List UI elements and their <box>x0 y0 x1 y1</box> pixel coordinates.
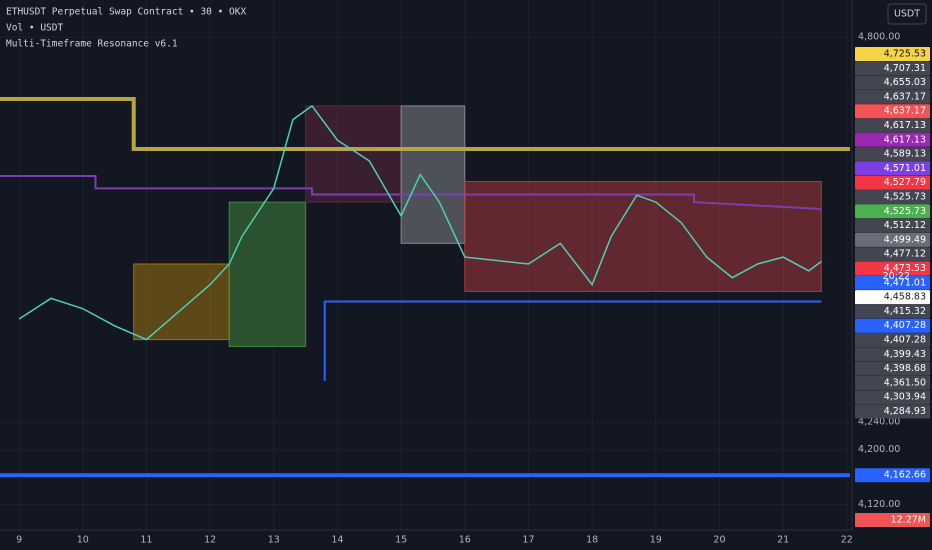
price-badge <box>855 468 930 483</box>
price-badge-label: 4,473.53 <box>884 263 926 274</box>
price-line <box>18 104 822 341</box>
price-badge <box>855 390 930 405</box>
price-badge-label: 4,361.50 <box>884 377 926 388</box>
zone <box>228 201 307 347</box>
price-badge <box>855 161 930 176</box>
level-line <box>323 300 822 381</box>
price-badge-label: 4,458.83 <box>884 292 926 303</box>
price-badge <box>855 333 930 347</box>
price-badge-label: 4,303.94 <box>884 392 926 403</box>
price-badge <box>855 304 930 319</box>
price-badge-label: 4,512.12 <box>884 220 926 231</box>
price-badge-label: 4,527.79 <box>884 177 926 188</box>
price-badge <box>855 175 930 190</box>
price-badge <box>855 75 930 90</box>
currency[interactable]: USDT <box>894 9 920 20</box>
price-badge <box>855 513 930 527</box>
x-tick-label: 12 <box>204 535 216 546</box>
price-badge-label: 4,284.93 <box>884 406 926 417</box>
price-badge <box>855 89 930 104</box>
price-badge-label: 4,637.17 <box>884 91 926 102</box>
zone <box>464 180 822 292</box>
level-line <box>0 174 822 210</box>
price-badge <box>855 118 930 133</box>
x-tick-label: 10 <box>77 535 89 546</box>
price-badge-label: 4,571.01 <box>884 163 926 174</box>
price-badge <box>855 275 930 290</box>
x-tick-label: 11 <box>140 535 152 546</box>
x-tick-label: 13 <box>268 535 280 546</box>
price-badge-label: 4,407.28 <box>884 320 926 331</box>
price-badge <box>855 232 930 247</box>
price-badge <box>855 190 930 204</box>
x-tick-label: 18 <box>586 535 598 546</box>
countdown: 20:22 <box>883 271 910 282</box>
level-line <box>0 96 850 152</box>
price-badge-label: 4,499.49 <box>884 234 926 245</box>
x-tick-label: 20 <box>713 535 725 546</box>
y-tick-label: 4,120.00 <box>858 499 900 510</box>
price-badge-label: 4,637.17 <box>884 106 926 117</box>
price-badge-label: 4,525.73 <box>884 192 926 203</box>
price-badge-label: 4,655.03 <box>884 77 926 88</box>
price-badge <box>855 204 930 219</box>
zone <box>305 105 402 203</box>
price-badge <box>855 47 930 61</box>
chart-title: ETHUSDT Perpetual Swap Contract • 30 • O… <box>6 7 246 18</box>
price-badge-label: 4,617.13 <box>884 134 926 145</box>
price-badge <box>855 247 930 262</box>
price-badge <box>855 361 930 376</box>
price-badge <box>855 132 930 147</box>
zone <box>400 105 466 244</box>
price-badge-label: 4,477.12 <box>884 249 926 260</box>
price-badge <box>855 261 930 276</box>
price-badge <box>855 318 930 333</box>
x-tick-label: 21 <box>777 535 789 546</box>
price-badge <box>855 375 930 390</box>
price-badge-label: 12.27M <box>891 515 926 526</box>
x-tick-label: 16 <box>459 535 471 546</box>
volume-label: Vol • USDT <box>6 23 63 34</box>
y-tick-label: 4,240.00 <box>858 417 900 428</box>
y-tick-label: 4,200.00 <box>858 444 900 455</box>
x-tick-label: 19 <box>650 535 662 546</box>
price-badge <box>855 61 930 76</box>
price-badge <box>855 104 930 119</box>
price-badge-label: 4,398.68 <box>884 363 926 374</box>
price-badge-label: 4,725.53 <box>884 49 926 60</box>
price-badge-label: 4,617.13 <box>884 120 926 131</box>
price-badge-label: 4,407.28 <box>884 335 926 346</box>
x-tick-label: 22 <box>841 535 853 546</box>
x-tick-label: 15 <box>395 535 407 546</box>
x-tick-label: 17 <box>522 535 534 546</box>
price-badge-label: 4,525.73 <box>884 206 926 217</box>
currency-button[interactable] <box>887 3 927 25</box>
price-badge-label: 4,162.66 <box>884 470 926 481</box>
price-badge <box>855 218 930 233</box>
x-tick-label: 9 <box>16 535 22 546</box>
price-badge <box>855 290 930 305</box>
price-badge-label: 4,471.01 <box>884 277 926 288</box>
x-tick-label: 14 <box>331 535 343 546</box>
price-badge-label: 4,589.13 <box>884 149 926 160</box>
indicator-label: Multi-Timeframe Resonance v6.1 <box>6 39 178 50</box>
zone <box>133 263 230 341</box>
price-badge <box>855 347 930 362</box>
price-badge-label: 4,415.32 <box>884 306 926 317</box>
y-tick-label: 4,800.00 <box>858 32 900 43</box>
price-badge <box>855 404 930 419</box>
price-badge-label: 4,399.43 <box>884 349 926 360</box>
price-badge-label: 4,707.31 <box>884 63 926 74</box>
price-badge <box>855 147 930 162</box>
